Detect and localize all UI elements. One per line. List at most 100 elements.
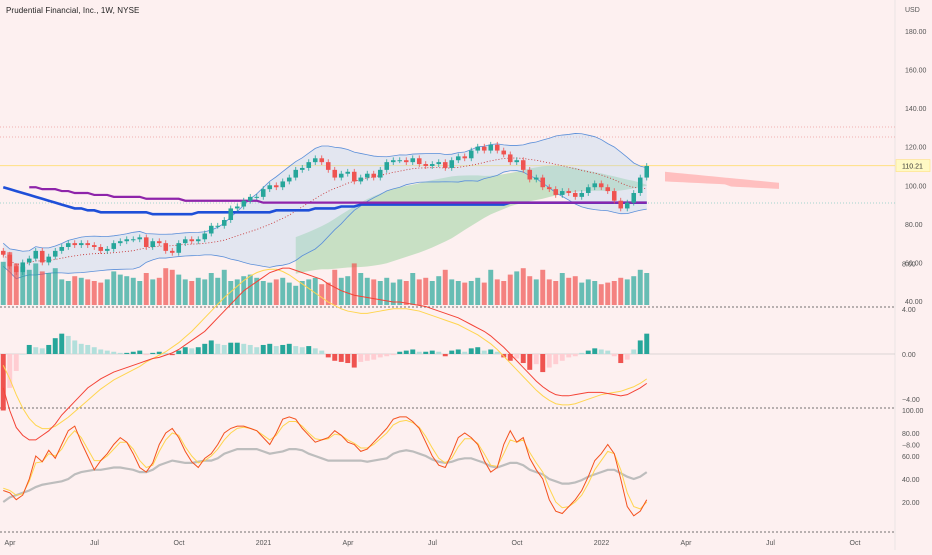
time-tick-label: Apr: [343, 540, 355, 547]
volume-bar: [475, 277, 481, 305]
candle-body: [592, 183, 598, 188]
volume-bar: [46, 273, 52, 305]
candle-body: [338, 173, 344, 178]
macd-histogram-bar: [481, 350, 487, 354]
macd-histogram-bar: [26, 344, 32, 354]
volume-bar: [592, 281, 598, 305]
macd-histogram-bar: [163, 352, 169, 354]
volume-bar: [169, 269, 175, 305]
macd-histogram-bar: [72, 340, 78, 354]
candle-body: [358, 177, 364, 182]
volume-bar: [111, 271, 117, 305]
volume-bar: [442, 269, 448, 305]
candle-body: [384, 162, 390, 170]
candle-body: [416, 158, 422, 165]
macd-histogram-bar: [293, 346, 299, 354]
macd-histogram-bar: [488, 349, 494, 354]
volume-bars: [0, 252, 650, 305]
volume-bar: [312, 277, 318, 305]
volume-bar: [299, 281, 305, 305]
cloud-bearish-forecast: [665, 171, 779, 189]
candle-body: [566, 191, 572, 193]
macd-histogram-bar: [416, 351, 422, 354]
volume-bar: [65, 281, 71, 305]
bollinger-basis: [2, 157, 647, 265]
macd-histogram-bar: [546, 354, 552, 368]
macd-histogram-bar: [358, 354, 364, 362]
candle-body: [423, 164, 429, 166]
macd-histogram-bar: [332, 354, 338, 361]
volume-bar: [325, 282, 331, 305]
candle-body: [410, 158, 416, 163]
volume-bar: [345, 276, 351, 305]
macd-histogram-bar: [455, 349, 461, 354]
price-tick-label: 180.00: [905, 29, 927, 36]
macd-histogram-bar: [566, 354, 572, 358]
volume-bar: [429, 281, 435, 305]
volume-bar: [364, 277, 370, 305]
macd-histogram-bar: [553, 354, 559, 365]
candle-body: [85, 243, 91, 246]
candle-body: [273, 185, 279, 188]
volume-bar: [384, 277, 390, 305]
candle-body: [397, 160, 403, 162]
candle-body: [299, 167, 305, 170]
candle-body: [624, 202, 630, 209]
candle-body: [150, 241, 156, 247]
rsi-tick-label: 40.00: [902, 477, 920, 484]
macd-histogram-bar: [605, 350, 611, 354]
candle-body: [488, 144, 494, 151]
macd-histogram-bar: [338, 354, 344, 362]
volume-bar: [52, 268, 58, 305]
volume-bar: [501, 281, 507, 305]
price-tick-label: 80.00: [905, 222, 923, 229]
macd-histogram-bar: [20, 354, 26, 355]
candle-body: [527, 169, 533, 180]
volume-bar: [267, 282, 273, 305]
candle-body: [143, 237, 149, 247]
candle-body: [371, 173, 377, 178]
macd-histogram-bar: [46, 344, 52, 354]
candle-body: [260, 189, 266, 197]
candle-body: [124, 239, 130, 242]
candle-body: [351, 171, 357, 182]
volume-bar: [150, 279, 156, 305]
time-tick-label: Jul: [90, 540, 99, 547]
volume-bar: [410, 273, 416, 305]
candle-body: [429, 164, 435, 166]
macd-histogram-bar: [631, 349, 637, 354]
macd-histogram-bar: [0, 354, 6, 411]
price-tick-label: 100.00: [905, 183, 927, 190]
macd-histogram-bar: [345, 354, 351, 364]
volume-bar: [182, 279, 188, 305]
candle-body: [605, 187, 611, 192]
volume-bar: [566, 277, 572, 305]
macd-histogram-bar: [150, 352, 156, 354]
candle-body: [403, 160, 409, 163]
candle-body: [293, 169, 299, 178]
macd-histogram-bar: [189, 348, 195, 354]
candle-body: [234, 206, 240, 209]
macd-line: [2, 267, 648, 441]
bollinger-upper: [2, 133, 647, 252]
volume-bar: [624, 279, 630, 305]
candle-body: [325, 162, 331, 170]
candle-body: [585, 187, 591, 193]
candle-body: [163, 243, 169, 251]
rsi-tick-label: 80.00: [902, 431, 920, 438]
candle-body: [644, 166, 650, 178]
macd-histogram-bar: [176, 350, 182, 354]
macd-histogram-bar: [423, 351, 429, 354]
macd-histogram-bar: [559, 354, 565, 361]
volume-bar: [416, 279, 422, 305]
volume-bar: [546, 279, 552, 305]
candle-body: [442, 162, 448, 168]
candle-body: [202, 233, 208, 240]
volume-bar: [137, 281, 143, 305]
volume-bar: [117, 274, 123, 305]
volume-bar: [176, 274, 182, 305]
candle-body: [377, 169, 383, 178]
macd-histogram-bar: [13, 354, 19, 371]
